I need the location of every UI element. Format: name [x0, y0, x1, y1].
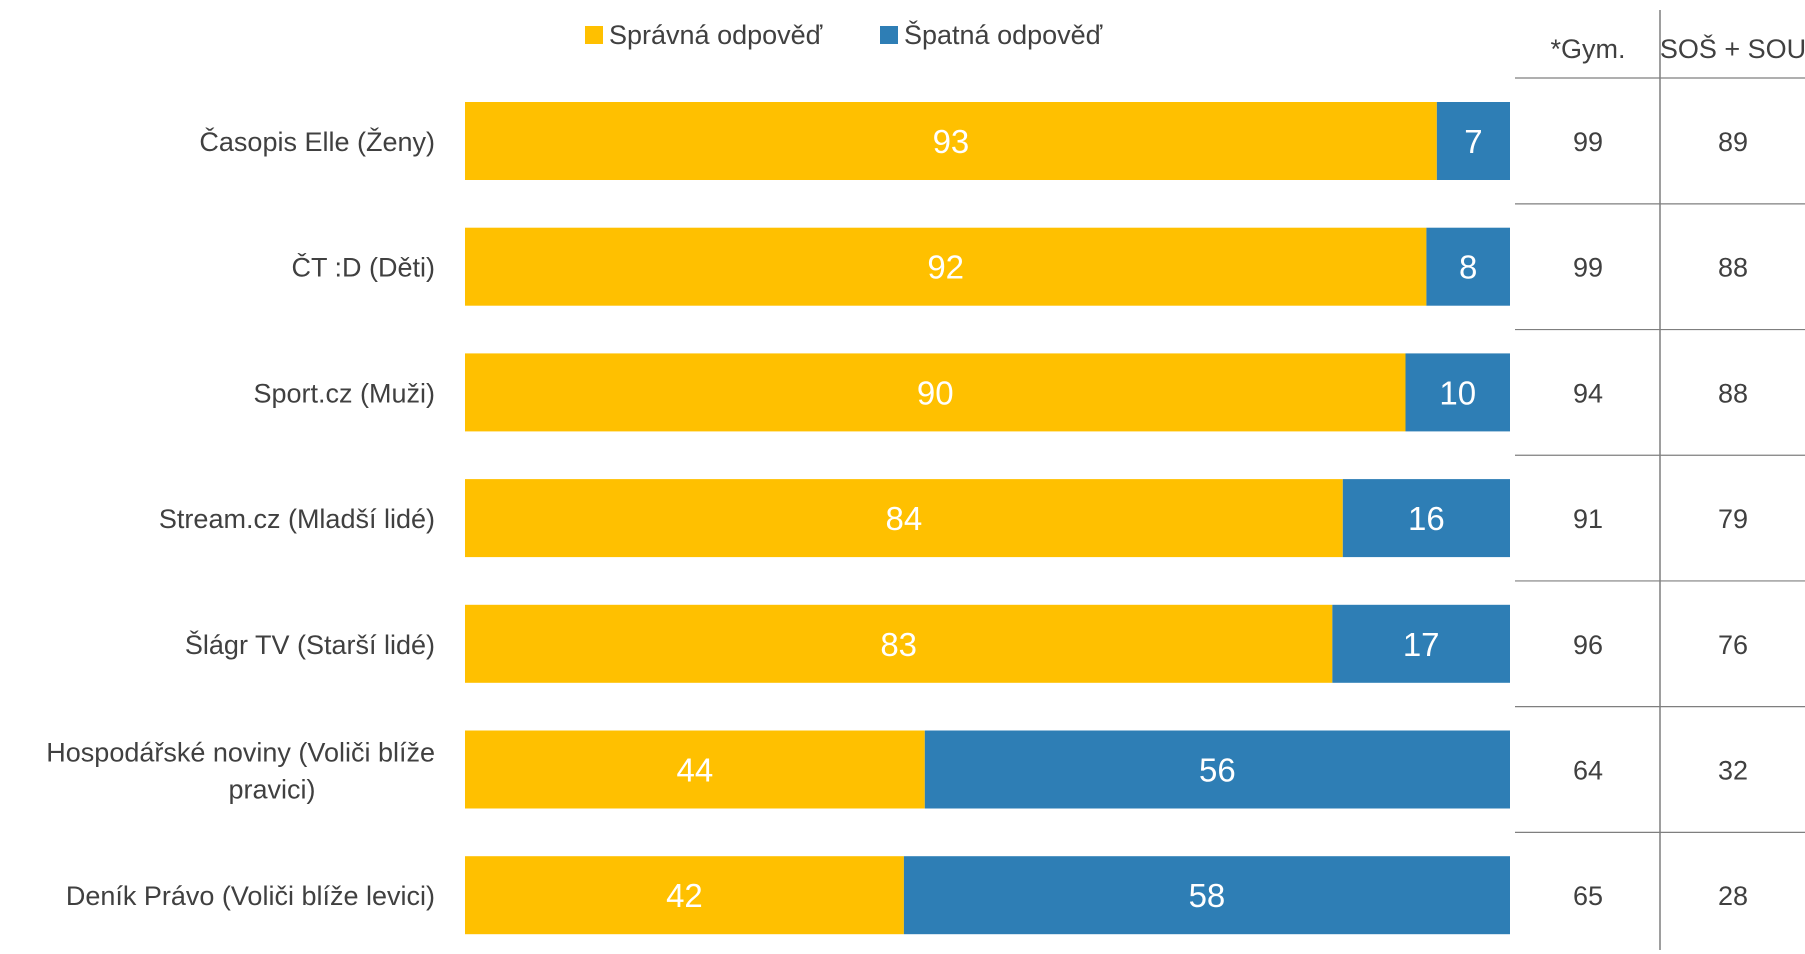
bar-value-label: 56	[1199, 752, 1236, 789]
bar-wrong	[1405, 353, 1510, 432]
table-cell-value: 28	[1718, 881, 1748, 911]
side-table-grid	[1515, 10, 1805, 950]
table-cell-value: 99	[1573, 253, 1603, 283]
category-label: Sport.cz (Muži)	[253, 378, 435, 408]
bar-value-label: 16	[1408, 500, 1445, 537]
category-label-line: pravici)	[228, 775, 315, 805]
bar-value-label: 7	[1464, 123, 1482, 160]
chart-row: Deník Právo (Voliči blíže levici) 42 58 65 2…	[66, 856, 1748, 935]
bar-value-label: 17	[1403, 626, 1440, 663]
bar-correct	[465, 353, 1406, 432]
table-cell-value: 91	[1573, 504, 1603, 534]
bar-correct	[465, 856, 904, 935]
table-column-header: SOŠ + SOU	[1660, 33, 1805, 64]
chart-row: Šlágr TV (Starší lidé) 83 17 96 76	[185, 604, 1748, 683]
category-label: Hospodářské noviny (Voliči blíže pravici)	[46, 738, 435, 805]
table-cell-value: 99	[1573, 127, 1603, 157]
side-table-headers: *Gym. SOŠ + SOU	[1550, 33, 1805, 64]
category-label: Deník Právo (Voliči blíže levici)	[66, 881, 435, 911]
bar-value-label: 84	[886, 500, 923, 537]
category-label-line: Hospodářské noviny (Voliči blíže	[46, 738, 435, 768]
bar-correct	[465, 604, 1333, 683]
table-column-header: *Gym.	[1550, 34, 1625, 64]
table-cell-value: 96	[1573, 630, 1603, 660]
chart-row: Sport.cz (Muži) 90 10 94 88	[253, 353, 1748, 432]
chart-row: ČT :D (Děti) 92 8 99 88	[291, 227, 1748, 306]
legend-label: Správná odpověď	[609, 20, 823, 50]
legend: Správná odpověď Špatná odpověď	[585, 19, 1103, 50]
bar-wrong	[1332, 604, 1510, 683]
table-cell-value: 32	[1718, 756, 1748, 786]
bar-value-label: 92	[927, 249, 964, 286]
bar-correct	[465, 227, 1427, 306]
bar-value-label: 10	[1439, 374, 1476, 411]
bar-value-label: 90	[917, 374, 954, 411]
chart-row: Hospodářské noviny (Voliči blíže pravici)…	[46, 730, 1748, 809]
bar-value-label: 44	[677, 752, 714, 789]
bar-value-label: 8	[1459, 249, 1477, 286]
chart-row: Stream.cz (Mladší lidé) 84 16 91 79	[159, 479, 1748, 558]
table-cell-value: 88	[1718, 378, 1748, 408]
bar-value-label: 42	[666, 877, 703, 914]
chart-row: Časopis Elle (Ženy) 93 7 99 89	[199, 102, 1748, 180]
bar-value-label: 83	[880, 626, 917, 663]
table-cell-value: 65	[1573, 881, 1603, 911]
bar-wrong	[1342, 479, 1510, 558]
chart-rows: Časopis Elle (Ženy) 93 7 99 89 ČT :D (Děti) 92…	[46, 102, 1748, 935]
bar-wrong	[1426, 227, 1510, 306]
table-cell-value: 88	[1718, 253, 1748, 283]
category-label: Časopis Elle (Ženy)	[199, 126, 435, 157]
bar-value-label: 58	[1189, 877, 1226, 914]
table-cell-value: 89	[1718, 127, 1748, 157]
legend-label: Špatná odpověď	[904, 19, 1103, 50]
bar-wrong	[1436, 102, 1510, 180]
bar-wrong	[924, 730, 1510, 809]
category-label: ČT :D (Děti)	[291, 252, 435, 283]
bar-correct	[465, 730, 925, 809]
legend-swatch	[585, 26, 603, 44]
legend-swatch	[880, 26, 898, 44]
table-cell-value: 76	[1718, 630, 1748, 660]
bar-correct	[465, 102, 1437, 180]
category-label: Stream.cz (Mladší lidé)	[159, 504, 435, 534]
table-cell-value: 64	[1573, 756, 1603, 786]
bar-correct	[465, 479, 1343, 558]
table-cell-value: 79	[1718, 504, 1748, 534]
bar-wrong	[903, 856, 1510, 935]
table-cell-value: 94	[1573, 378, 1603, 408]
bar-value-label: 93	[933, 123, 970, 160]
category-label: Šlágr TV (Starší lidé)	[185, 629, 435, 660]
